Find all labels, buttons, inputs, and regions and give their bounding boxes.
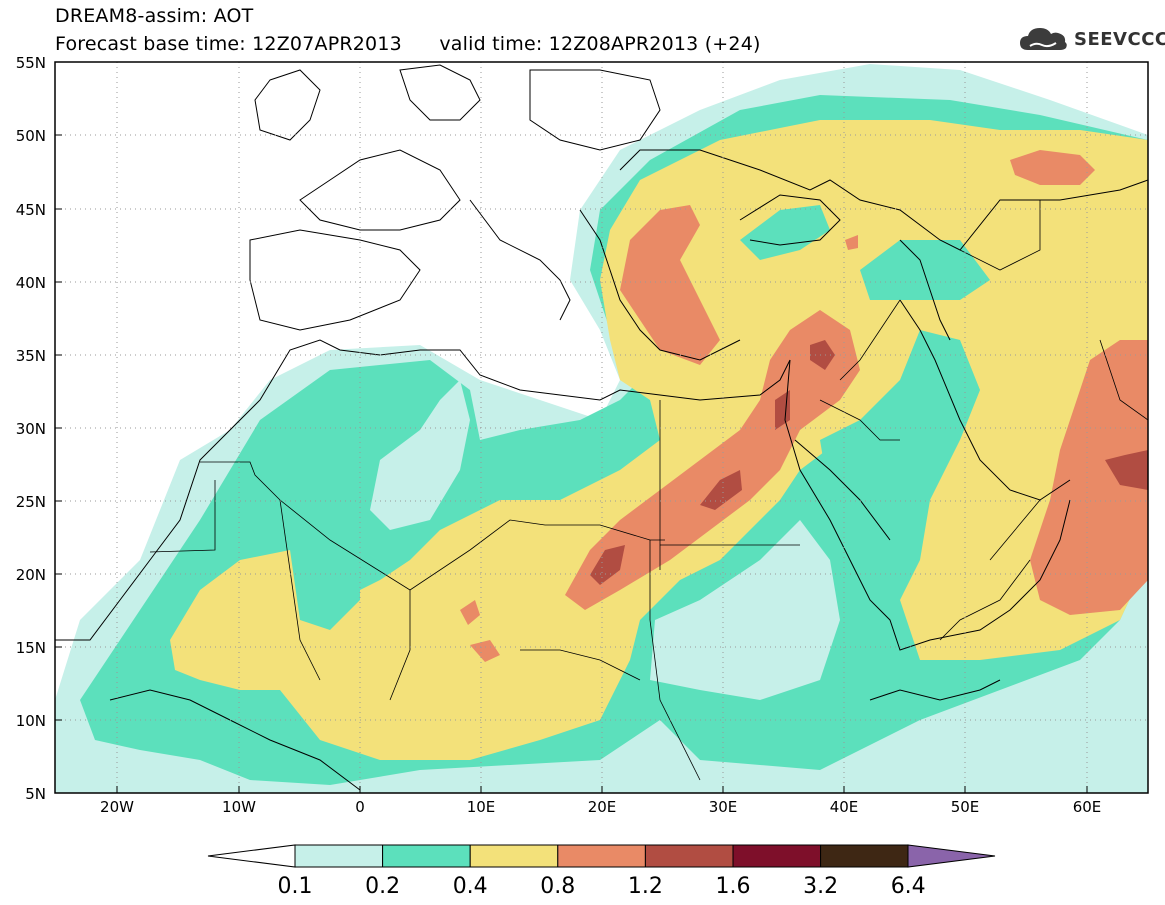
colorbar-box — [557, 844, 646, 868]
colorbar-label: 6.4 — [891, 874, 926, 899]
x-tick-label: 50E — [951, 798, 980, 816]
y-tick-label: 45N — [16, 201, 46, 219]
x-tick-label: 30E — [709, 798, 738, 816]
colorbar-label: 0.1 — [278, 874, 313, 899]
colorbar-box — [644, 844, 734, 868]
y-axis-labels: 55N 50N 45N 40N 35N 30N 25N 20N 15N 10N … — [16, 54, 46, 803]
aot-contour-fields — [55, 62, 1148, 793]
y-tick-label: 10N — [16, 712, 46, 730]
colorbar-label: 1.6 — [716, 874, 751, 899]
y-tick-label: 20N — [16, 566, 46, 584]
logo-text: SEEVCCC — [1074, 28, 1165, 50]
colorbar-box — [294, 844, 384, 868]
colorbar-box — [732, 844, 822, 868]
grid-lines — [55, 62, 1148, 793]
x-tick-label: 20W — [100, 798, 134, 816]
x-tick-label: 40E — [830, 798, 859, 816]
seevccc-logo: SEEVCCC — [1018, 24, 1165, 54]
x-tick-label: 0 — [355, 798, 365, 816]
chart-title: DREAM8-assim: AOT — [55, 5, 254, 27]
colorbar-under-arrow — [207, 844, 296, 868]
colorbar-label: 0.8 — [540, 874, 575, 899]
colorbar: 0.1 0.2 0.4 0.8 1.2 1.6 3.2 6.4 — [207, 844, 996, 899]
y-tick-label: 15N — [16, 639, 46, 657]
y-tick-label: 25N — [16, 493, 46, 511]
time-info: Forecast base time: 12Z07APR2013 valid t… — [55, 34, 761, 54]
aot-region-0.8 — [565, 310, 860, 610]
x-tick-label: 10E — [467, 798, 496, 816]
valid-time-label: valid time: 12Z08APR2013 (+24) — [439, 33, 761, 55]
colorbar-label: 0.4 — [453, 874, 488, 899]
y-tick-label: 50N — [16, 127, 46, 145]
y-tick-label: 35N — [16, 347, 46, 365]
aot-region-1.2 — [590, 545, 625, 585]
cloud-icon — [1020, 28, 1067, 50]
colorbar-box — [469, 844, 559, 868]
y-tick-label: 55N — [16, 54, 46, 72]
x-axis-labels: 20W 10W 0 10E 20E 30E 40E 50E 60E — [100, 798, 1101, 816]
colorbar-label: 3.2 — [803, 874, 838, 899]
base-time-label: Forecast base time: 12Z07APR2013 — [55, 33, 402, 55]
x-tick-label: 10W — [222, 798, 256, 816]
colorbar-box — [382, 844, 471, 868]
colorbar-box — [820, 844, 909, 868]
y-tick-label: 5N — [25, 785, 46, 803]
colorbar-label: 0.2 — [365, 874, 400, 899]
x-tick-label: 20E — [588, 798, 617, 816]
colorbar-label: 1.2 — [628, 874, 663, 899]
y-tick-label: 40N — [16, 274, 46, 292]
colorbar-over-arrow — [907, 844, 996, 868]
y-tick-label: 30N — [16, 420, 46, 438]
x-tick-label: 60E — [1073, 798, 1102, 816]
